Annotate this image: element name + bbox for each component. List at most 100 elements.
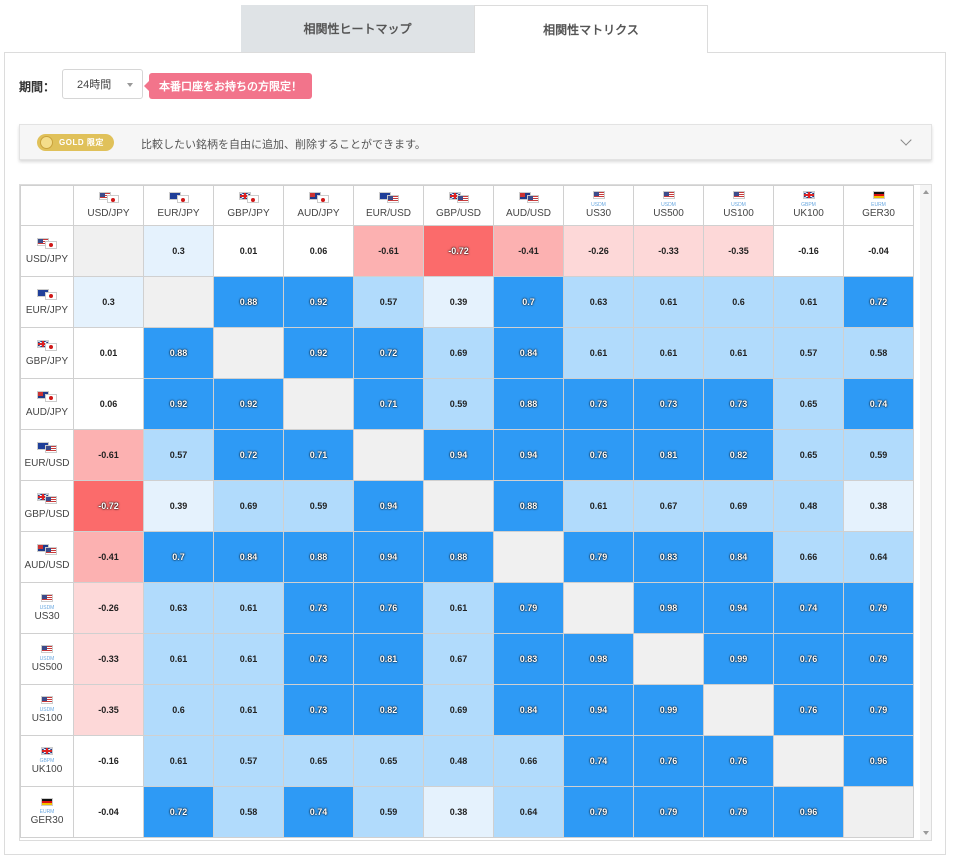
au-us-flag-icon: [37, 543, 57, 555]
gold-badge-label: GOLD 限定: [59, 138, 104, 147]
period-select[interactable]: 24時間: [62, 69, 143, 99]
correlation-cell: 0.69: [213, 480, 284, 532]
column-header: EUR/JPY: [143, 185, 214, 226]
row-header: USD/JPY: [20, 225, 74, 277]
correlation-cell: 0.74: [563, 735, 634, 787]
correlation-cell: -0.33: [633, 225, 704, 277]
row-header: EUR/USD: [20, 429, 74, 481]
tab-matrix[interactable]: 相関性マトリクス: [474, 5, 708, 53]
correlation-cell: 0.63: [563, 276, 634, 328]
instrument-label: GBP/USD: [24, 508, 70, 520]
correlation-cell: 0.73: [563, 378, 634, 430]
correlation-cell: 0.71: [353, 378, 424, 430]
diagonal-cell: [213, 327, 284, 379]
instrument-label: USD/JPY: [87, 208, 130, 219]
matrix-table: USD/JPY EUR/JPY GBP/JPY AUD/JPY EUR/USD GBP/U…: [20, 185, 914, 838]
correlation-cell: 0.06: [73, 378, 144, 430]
scroll-down-icon[interactable]: [923, 831, 929, 835]
correlation-cell: -0.41: [73, 531, 144, 583]
correlation-cell: 0.48: [773, 480, 844, 532]
correlation-cell: 0.74: [773, 582, 844, 634]
correlation-cell: 0.84: [703, 531, 774, 583]
gold-feature-bar[interactable]: GOLD 限定 比較したい銘柄を自由に追加、削除することができます。: [19, 124, 932, 160]
diagonal-cell: [143, 276, 214, 328]
instrument-label: EUR/JPY: [157, 208, 200, 219]
correlation-cell: 0.61: [213, 582, 284, 634]
currency-subtext: GBPM: [39, 758, 55, 764]
column-header: USDM US30: [563, 185, 634, 226]
scroll-up-icon[interactable]: [923, 190, 929, 194]
de-flag-icon: [872, 191, 885, 199]
table-row: AUD/USD -0.41 0.7 0.84 0.88 0.94 0.88 0.79 0.83 0…: [20, 531, 914, 583]
eu-jp-flag-icon: [37, 288, 57, 300]
diagonal-cell: [493, 531, 564, 583]
correlation-cell: 0.58: [213, 786, 284, 838]
chevron-down-icon: [127, 83, 133, 87]
correlation-cell: 0.57: [213, 735, 284, 787]
gb-jp-flag-icon: [37, 339, 57, 351]
correlation-cell: -0.26: [563, 225, 634, 277]
correlation-cell: 0.79: [493, 582, 564, 634]
us-flag-icon: [662, 191, 675, 199]
correlation-cell: 0.84: [493, 327, 564, 379]
chevron-down-icon[interactable]: [900, 134, 912, 146]
correlation-cell: 0.99: [703, 633, 774, 685]
correlation-cell: 0.79: [563, 531, 634, 583]
correlation-cell: 0.7: [143, 531, 214, 583]
correlation-cell: 0.71: [283, 429, 354, 481]
correlation-cell: 0.65: [773, 429, 844, 481]
correlation-cell: 0.38: [843, 480, 914, 532]
diagonal-cell: [773, 735, 844, 787]
us-flag-icon: [41, 696, 53, 704]
column-header: GBP/USD: [423, 185, 494, 226]
row-header: AUD/USD: [20, 531, 74, 583]
correlation-cell: 0.94: [563, 684, 634, 736]
correlation-cell: -0.72: [423, 225, 494, 277]
correlation-cell: 0.98: [633, 582, 704, 634]
correlation-cell: 0.58: [843, 327, 914, 379]
row-header: USDM US30: [20, 582, 74, 634]
correlation-cell: -0.04: [843, 225, 914, 277]
row-header: GBPM UK100: [20, 735, 74, 787]
correlation-cell: 0.81: [633, 429, 704, 481]
correlation-cell: 0.66: [773, 531, 844, 583]
currency-subtext: USDM: [39, 707, 55, 713]
table-row: EUR/JPY 0.3 0.88 0.92 0.57 0.39 0.7 0.63 0.61 0.6…: [20, 276, 914, 328]
correlation-cell: 0.7: [493, 276, 564, 328]
matrix-panel: 期間： 24時間 本番口座をお持ちの方限定！ GOLD 限定 比較したい銘柄を自…: [4, 52, 946, 855]
correlation-cell: 0.01: [73, 327, 144, 379]
us-flag-icon: [732, 191, 745, 199]
correlation-cell: 0.79: [843, 684, 914, 736]
instrument-label: US30: [34, 611, 60, 622]
correlation-cell: 0.39: [143, 480, 214, 532]
correlation-cell: 0.61: [423, 582, 494, 634]
correlation-cell: 0.66: [493, 735, 564, 787]
correlation-cell: 0.88: [423, 531, 494, 583]
gb-us-flag-icon: [448, 192, 469, 203]
table-row: GBP/USD -0.72 0.39 0.69 0.59 0.94 0.88 0.61 0.67…: [20, 480, 914, 532]
instrument-label: EUR/USD: [365, 208, 411, 219]
instrument-label: US500: [31, 662, 63, 673]
table-row: EUR/USD -0.61 0.57 0.72 0.71 0.94 0.94 0.76 0.81…: [20, 429, 914, 481]
correlation-cell: -0.41: [493, 225, 564, 277]
correlation-cell: 0.76: [353, 582, 424, 634]
vertical-scrollbar[interactable]: [920, 185, 931, 840]
correlation-cell: 0.72: [143, 786, 214, 838]
instrument-label: USD/JPY: [25, 253, 69, 265]
de-flag-icon: [41, 798, 53, 806]
currency-subtext: EURM: [39, 809, 55, 815]
correlation-cell: -0.26: [73, 582, 144, 634]
tab-heatmap[interactable]: 相関性ヒートマップ: [241, 5, 474, 52]
correlation-cell: -0.04: [73, 786, 144, 838]
eu-us-flag-icon: [378, 192, 399, 203]
correlation-cell: 0.84: [213, 531, 284, 583]
instrument-label: GBP/JPY: [25, 355, 69, 367]
table-row: USDM US30 -0.26 0.63 0.61 0.73 0.76 0.61 0.79 0.9…: [20, 582, 914, 634]
diagonal-cell: [703, 684, 774, 736]
correlation-cell: 0.59: [423, 378, 494, 430]
correlation-cell: 0.79: [843, 582, 914, 634]
currency-subtext: GBPM: [801, 202, 816, 208]
eu-us-flag-icon: [37, 441, 57, 453]
correlation-cell: 0.79: [633, 786, 704, 838]
row-header: EURM GER30: [20, 786, 74, 838]
